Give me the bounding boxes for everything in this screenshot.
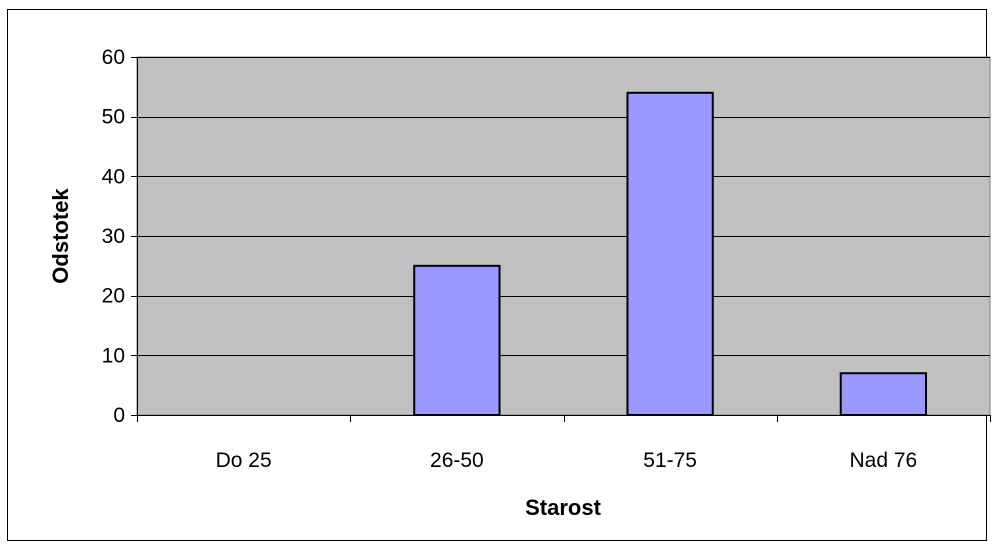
x-tick-labels: Do 25 26-50 51-75 Nad 76 bbox=[216, 449, 918, 472]
bar-51-75 bbox=[626, 91, 714, 417]
bars bbox=[413, 91, 928, 417]
bar-26-50 bbox=[413, 264, 501, 417]
y-tick-label-0: 0 bbox=[113, 404, 125, 427]
y-axis-title: Odstotek bbox=[48, 188, 73, 284]
x-tick-label-51-75: 51-75 bbox=[643, 449, 697, 472]
y-tick-label-10: 10 bbox=[102, 344, 125, 367]
y-tick-label-30: 30 bbox=[102, 225, 125, 248]
x-tick-label-nad-76: Nad 76 bbox=[850, 449, 918, 472]
x-tick-label-do-25: Do 25 bbox=[216, 449, 272, 472]
x-tick-label-26-50: 26-50 bbox=[430, 449, 484, 472]
y-tick-labels: 0 10 20 30 40 50 60 bbox=[102, 46, 125, 427]
axes bbox=[131, 57, 991, 422]
x-axis-title: Starost bbox=[525, 495, 601, 520]
y-tick-label-50: 50 bbox=[102, 106, 125, 129]
y-tick-label-60: 60 bbox=[102, 46, 125, 69]
bar-nad-76 bbox=[839, 372, 928, 417]
y-tick-label-20: 20 bbox=[102, 285, 125, 308]
gridlines bbox=[137, 57, 990, 356]
y-tick-label-40: 40 bbox=[102, 165, 125, 188]
